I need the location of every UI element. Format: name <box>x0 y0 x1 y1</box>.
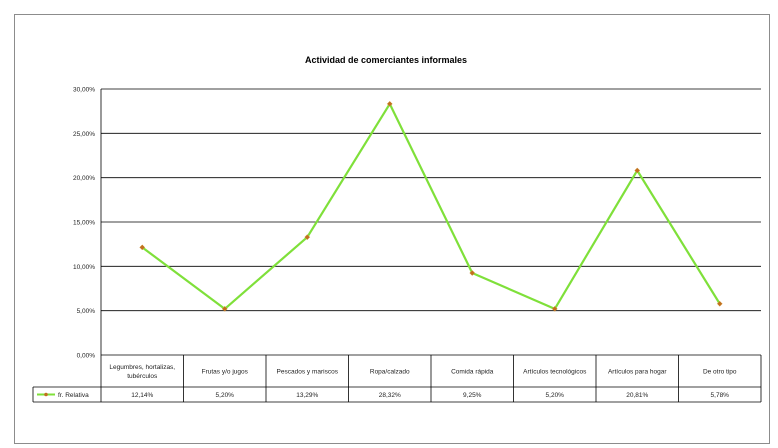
data-point <box>716 300 723 307</box>
data-value-label: 9,25% <box>463 392 482 399</box>
data-value-label: 5,78% <box>711 392 730 399</box>
legend-label: fr. Relativa <box>58 392 89 399</box>
category-label: Frutas y/o jugos <box>202 369 249 376</box>
y-tick-label: 25,00% <box>73 131 95 138</box>
data-point <box>634 167 641 174</box>
category-label: Ropa/calzado <box>370 369 410 376</box>
data-point <box>551 306 558 312</box>
data-value-label: 20,81% <box>626 392 648 399</box>
category-label: De otro tipo <box>703 369 737 376</box>
data-value-label: 5,20% <box>546 392 565 399</box>
data-value-label: 13,29% <box>296 392 318 399</box>
y-tick-label: 15,00% <box>73 220 95 227</box>
grid-layer <box>101 88 761 312</box>
category-label: Pescados y mariscos <box>277 369 339 376</box>
category-label: Comida rápida <box>451 369 494 376</box>
data-value-label: 28,32% <box>379 392 401 399</box>
chart-frame: Actividad de comerciantes informales 0,0… <box>14 14 770 444</box>
category-label: Artículos tecnológicos <box>523 369 587 376</box>
data-point <box>304 234 311 241</box>
chart-svg: Actividad de comerciantes informales 0,0… <box>32 55 762 403</box>
legend-marker <box>44 392 48 397</box>
y-tick-label: 0,00% <box>77 353 96 360</box>
y-tick-label: 5,00% <box>77 308 96 315</box>
data-point <box>469 270 476 276</box>
y-tick-label: 20,00% <box>73 175 95 182</box>
data-value-label: 12,14% <box>131 392 153 399</box>
category-label: Artículos para hogar <box>608 369 667 376</box>
category-label: Legumbres, hortalizas, <box>109 364 175 371</box>
axis-layer: 0,00% 5,00% 10,00% 15,00% 20,00% 25,00% 30,00% <box>73 87 761 402</box>
category-label: tubérculos <box>127 373 158 380</box>
data-point <box>221 306 228 312</box>
data-point <box>386 101 393 107</box>
data-point <box>139 244 146 251</box>
y-tick-label: 30,00% <box>73 87 95 94</box>
series-layer <box>139 101 723 312</box>
chart-title: Actividad de comerciantes informales <box>305 55 467 65</box>
data-value-label: 5,20% <box>216 392 235 399</box>
y-tick-label: 10,00% <box>73 264 95 271</box>
data-table: Legumbres, hortalizas, tubérculos 12,14% Fr… <box>32 355 762 403</box>
series-line <box>141 102 721 310</box>
